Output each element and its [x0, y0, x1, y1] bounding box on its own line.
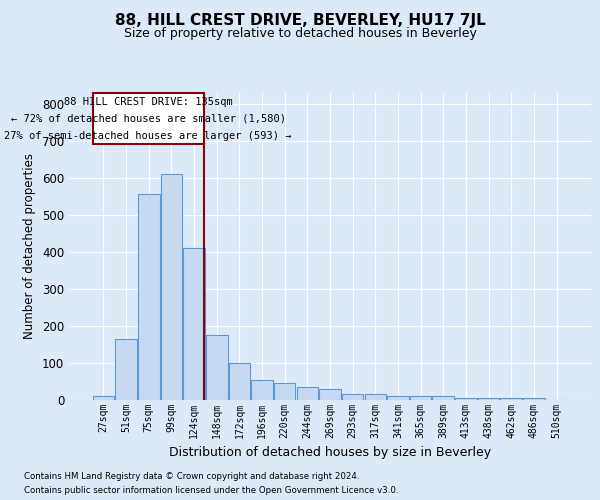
- Text: 88 HILL CREST DRIVE: 135sqm: 88 HILL CREST DRIVE: 135sqm: [64, 97, 232, 107]
- Bar: [251, 380, 273, 400]
- FancyBboxPatch shape: [92, 93, 203, 144]
- Bar: [387, 396, 409, 400]
- Text: Contains public sector information licensed under the Open Government Licence v3: Contains public sector information licen…: [24, 486, 398, 495]
- Y-axis label: Number of detached properties: Number of detached properties: [23, 153, 37, 339]
- Text: 88, HILL CREST DRIVE, BEVERLEY, HU17 7JL: 88, HILL CREST DRIVE, BEVERLEY, HU17 7JL: [115, 12, 485, 28]
- Bar: [523, 398, 545, 400]
- Bar: [433, 396, 454, 400]
- Bar: [500, 398, 522, 400]
- Bar: [206, 335, 227, 400]
- Bar: [274, 384, 295, 400]
- Bar: [138, 194, 160, 400]
- Bar: [161, 174, 182, 400]
- Bar: [115, 339, 137, 400]
- Bar: [455, 398, 476, 400]
- Bar: [342, 394, 364, 400]
- Bar: [296, 387, 318, 400]
- Bar: [365, 394, 386, 400]
- Bar: [93, 396, 114, 400]
- X-axis label: Distribution of detached houses by size in Beverley: Distribution of detached houses by size …: [169, 446, 491, 460]
- Bar: [184, 248, 205, 400]
- Bar: [229, 363, 250, 400]
- Text: 27% of semi-detached houses are larger (593) →: 27% of semi-detached houses are larger (…: [4, 130, 292, 140]
- Bar: [319, 389, 341, 400]
- Bar: [478, 398, 499, 400]
- Text: ← 72% of detached houses are smaller (1,580): ← 72% of detached houses are smaller (1,…: [11, 114, 286, 124]
- Text: Contains HM Land Registry data © Crown copyright and database right 2024.: Contains HM Land Registry data © Crown c…: [24, 472, 359, 481]
- Bar: [410, 396, 431, 400]
- Text: Size of property relative to detached houses in Beverley: Size of property relative to detached ho…: [124, 28, 476, 40]
